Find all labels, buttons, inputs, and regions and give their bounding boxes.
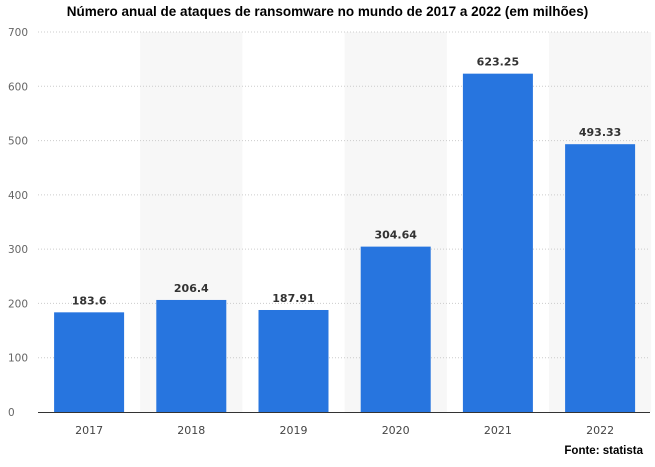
data-label: 206.4 — [174, 282, 209, 295]
bar — [54, 312, 125, 412]
x-tick-label: 2019 — [280, 424, 308, 437]
y-tick-label: 100 — [8, 353, 28, 365]
chart-title: Número anual de ataques de ransomware no… — [66, 4, 589, 19]
data-label: 304.64 — [374, 229, 417, 242]
y-tick-label: 600 — [8, 81, 28, 93]
y-tick-label: 0 — [8, 407, 15, 419]
x-tick-label: 2022 — [586, 424, 614, 437]
data-label: 187.91 — [272, 292, 314, 305]
y-tick-label: 500 — [8, 136, 28, 148]
x-tick-label: 2021 — [484, 424, 512, 437]
y-tick-label: 400 — [8, 190, 28, 202]
y-tick-label: 300 — [8, 244, 28, 256]
bar — [462, 73, 533, 413]
data-label: 183.6 — [72, 294, 107, 307]
bar — [565, 144, 636, 412]
x-tick-label: 2020 — [382, 424, 410, 437]
y-tick-label: 200 — [8, 298, 28, 310]
x-tick-label: 2017 — [75, 424, 103, 437]
y-tick-label: 700 — [8, 27, 28, 39]
bar — [360, 246, 431, 412]
bar — [156, 299, 227, 412]
data-label: 623.25 — [477, 56, 519, 69]
data-label: 493.33 — [579, 126, 621, 139]
bar — [258, 309, 329, 412]
source-label: Fonte: statista — [564, 445, 643, 457]
x-tick-label: 2018 — [177, 424, 205, 437]
